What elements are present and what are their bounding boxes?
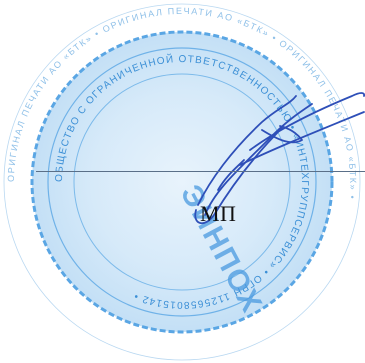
signature-line xyxy=(36,171,365,172)
handwritten-signature xyxy=(194,92,365,224)
seal-outer-border xyxy=(30,30,334,334)
seal-inner-border xyxy=(47,47,317,317)
stamp-place-label: МП xyxy=(200,201,237,226)
seal-disc xyxy=(32,32,332,332)
seal-center-border xyxy=(73,73,291,291)
outer-ring-border xyxy=(3,3,361,361)
